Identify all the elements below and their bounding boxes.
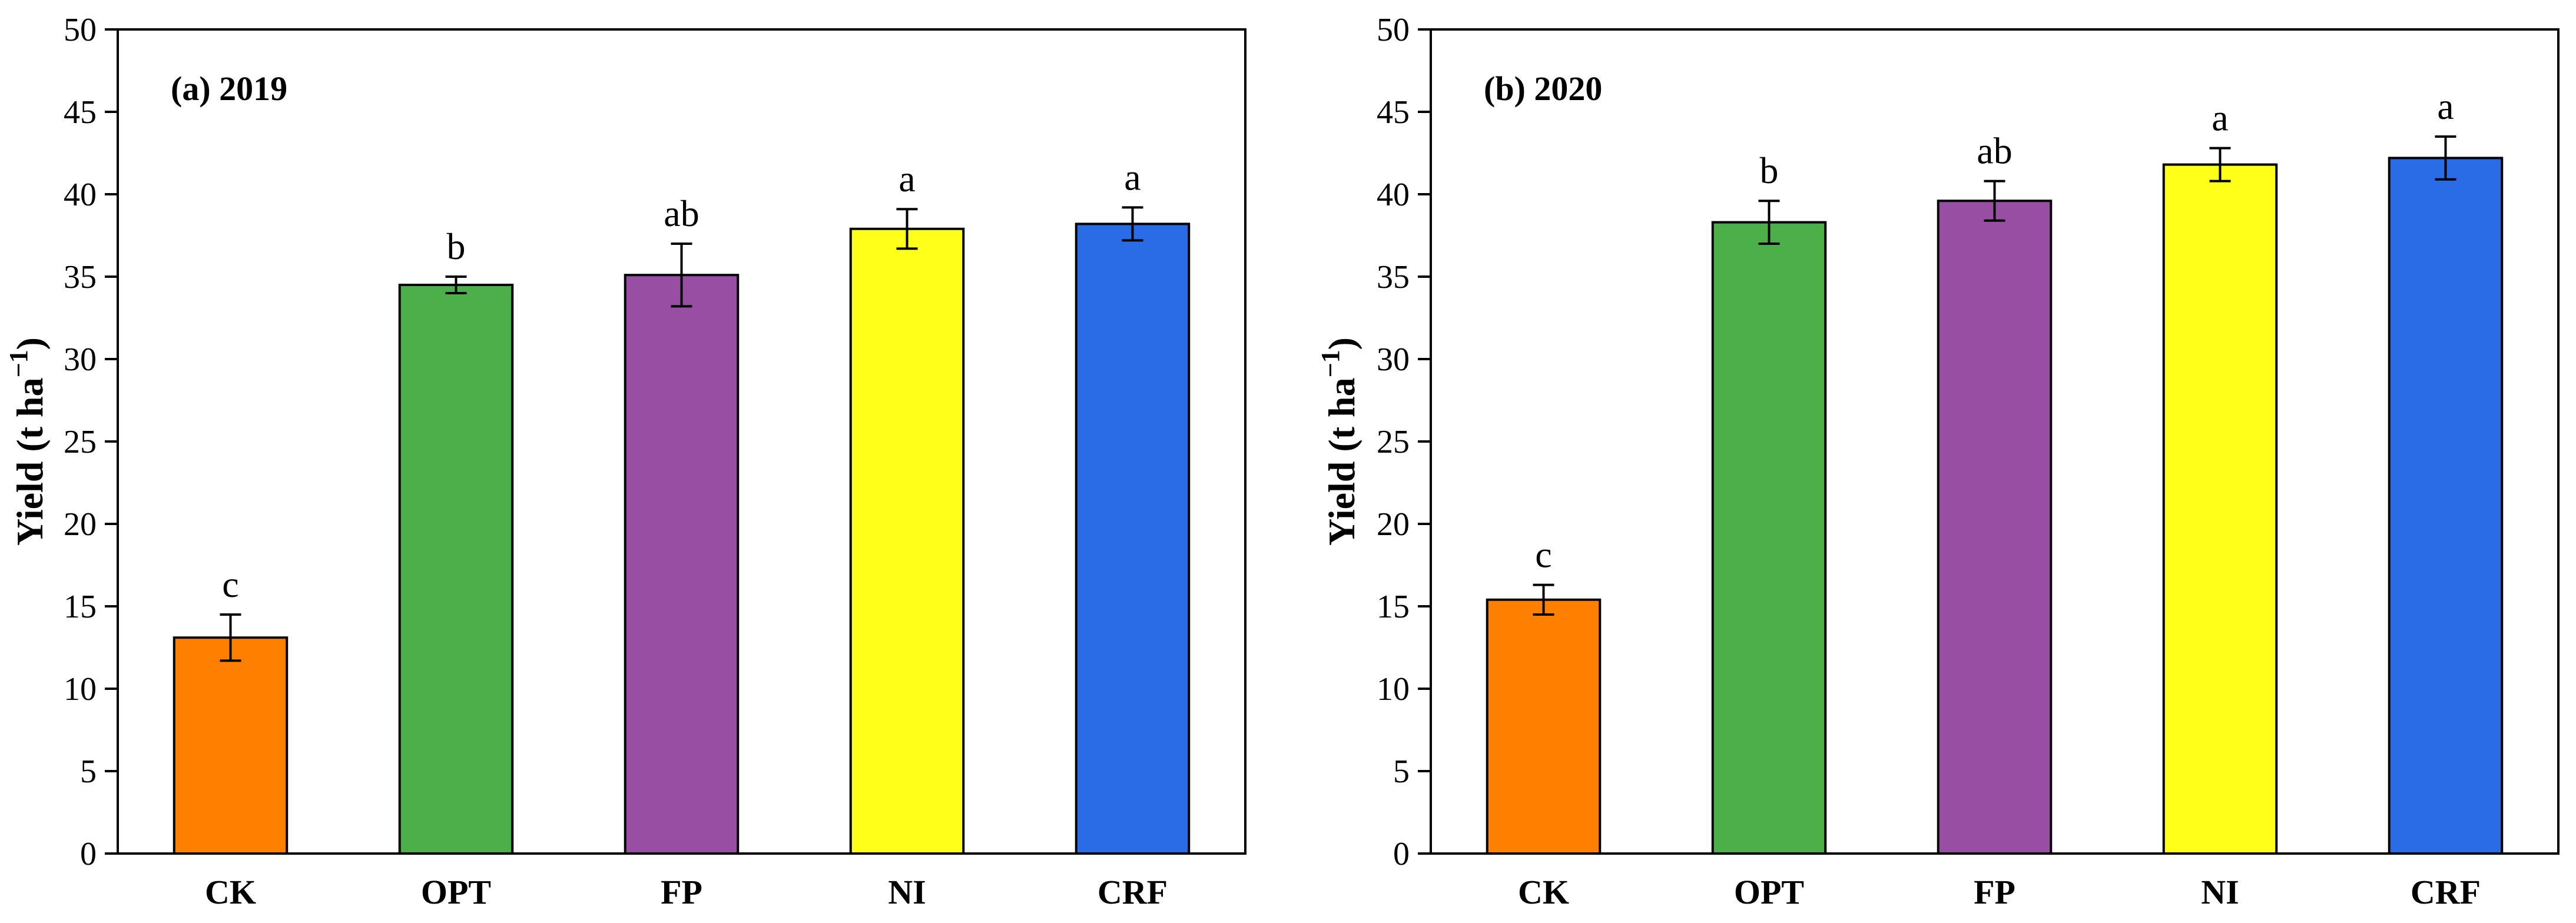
significance-letter: b [1760,150,1779,191]
significance-letter: a [899,158,915,200]
y-tick-label: 45 [64,94,97,131]
significance-letter: ab [664,192,699,234]
category-label: FP [661,873,702,911]
bar-opt [1711,221,1827,855]
panel-b: 0 5 10 15 20 25 30 35 40 45 50 c b ab a a CK OPT FP NI CRF… [1316,12,2560,911]
y-tick-label: 30 [1377,341,1410,378]
category-label: CRF [1098,873,1168,911]
bar-ni [849,227,965,855]
significance-letter: a [2212,97,2228,139]
significance-letters: c b ab a a [1535,85,2454,576]
y-tick-label: 5 [1393,753,1410,790]
y-axis-label: Yield (t ha−1) [4,337,51,546]
panel-a: 0 5 10 15 20 25 30 35 40 45 50 c b ab a a CK OPT FP NI CRF… [4,12,1246,911]
y-tick-label: 15 [64,589,97,625]
y-tick-label: 25 [64,424,97,460]
bar-ck [173,636,289,855]
y-tick-label: 40 [64,177,97,213]
y-tick-label: 35 [64,259,97,296]
y-tick-label: 30 [64,341,97,378]
category-label: FP [1974,873,2015,911]
y-tick-label: 10 [1377,671,1410,708]
panel-title: (b) 2020 [1484,69,1602,108]
y-tick-label: 50 [1377,12,1410,48]
y-tick-label: 25 [1377,424,1410,460]
bar-ni [2162,163,2278,855]
category-labels: CK OPT FP NI CRF [205,873,1168,911]
significance-letter: c [222,563,238,605]
significance-letter: b [447,225,466,267]
significance-letter: c [1535,534,1551,576]
y-tick-label: 50 [64,12,97,48]
category-label: CK [205,873,256,911]
category-label: CRF [2411,873,2481,911]
category-label: OPT [1734,873,1804,911]
y-axis-label: Yield (t ha−1) [1316,337,1362,546]
category-label: NI [888,873,926,911]
bar-opt [398,284,514,855]
bars [1486,157,2504,855]
bar-fp [1937,200,2053,855]
y-tick-label: 10 [64,671,97,708]
y-axis-ticks: 0 5 10 15 20 25 30 35 40 45 50 [1377,12,1431,872]
y-tick-label: 0 [1393,836,1410,872]
bar-crf [1075,223,1191,855]
bar-ck [1486,598,1602,855]
category-labels: CK OPT FP NI CRF [1518,873,2481,911]
significance-letter: a [1124,156,1141,198]
y-axis-ticks: 0 5 10 15 20 25 30 35 40 45 50 [64,12,118,872]
category-label: OPT [421,873,491,911]
y-tick-label: 15 [1377,589,1410,625]
significance-letter: a [2437,85,2454,127]
significance-letter: ab [1977,130,2012,172]
category-label: CK [1518,873,1569,911]
y-tick-label: 20 [64,506,97,543]
y-tick-label: 45 [1377,94,1410,131]
panel-title: (a) 2019 [171,69,287,108]
bar-crf [2388,157,2504,855]
y-tick-label: 20 [1377,506,1410,543]
y-tick-label: 0 [80,836,97,872]
y-tick-label: 40 [1377,177,1410,213]
significance-letters: c b ab a a [222,156,1141,605]
bars [173,223,1191,855]
error-bars [220,206,1143,662]
bar-fp [624,274,740,855]
error-bars [1533,135,2456,616]
y-tick-label: 5 [80,753,97,790]
y-tick-label: 35 [1377,259,1410,296]
category-label: NI [2201,873,2239,911]
